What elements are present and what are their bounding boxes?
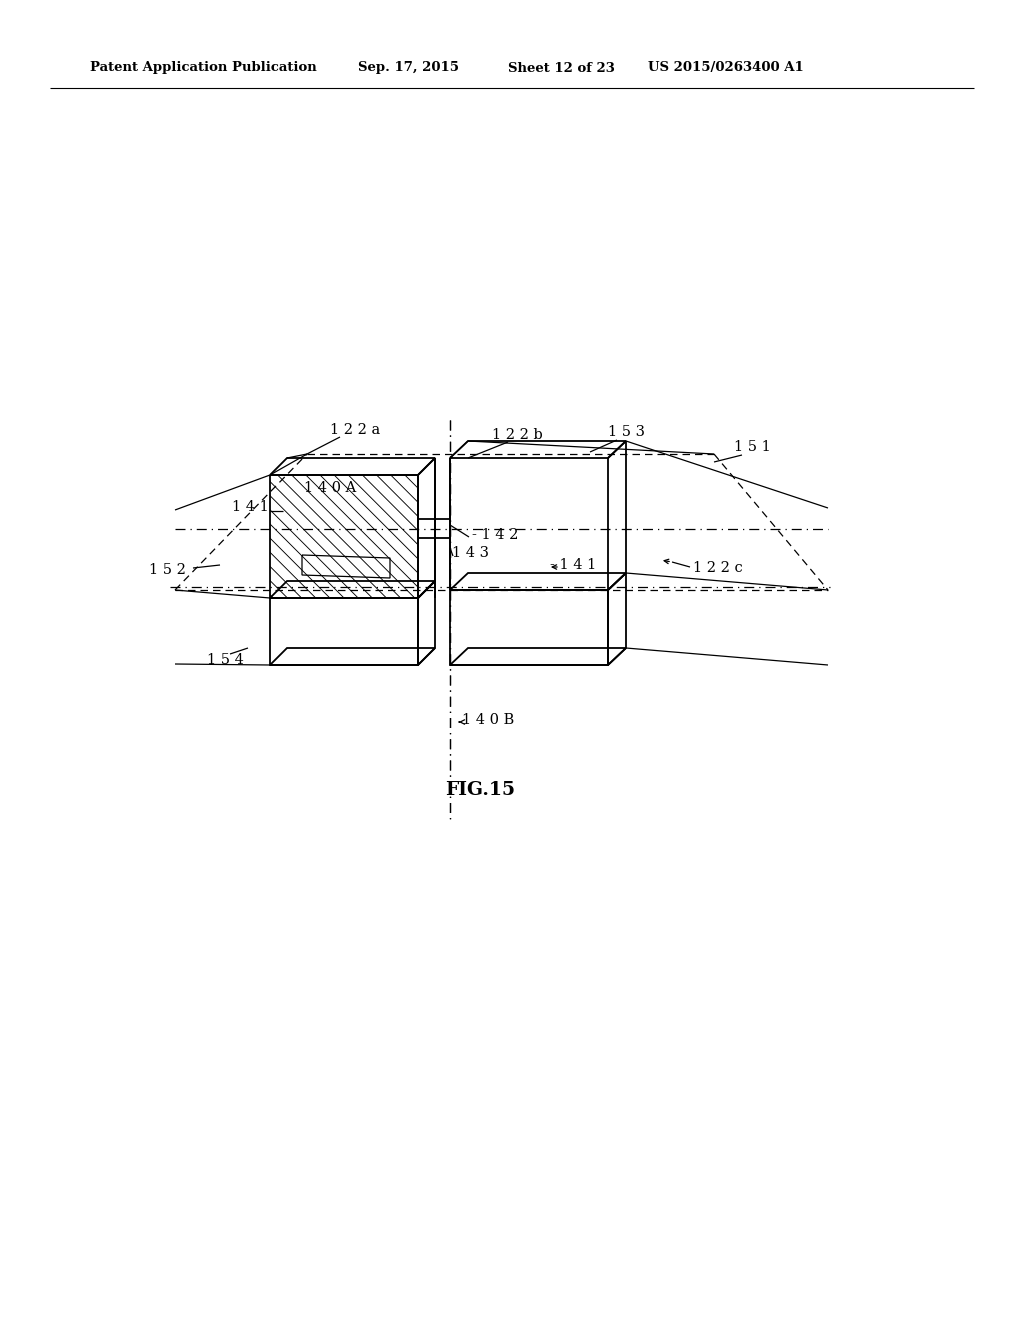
- Polygon shape: [270, 458, 435, 475]
- Text: 1 4 1: 1 4 1: [231, 500, 268, 513]
- Polygon shape: [608, 573, 626, 665]
- Text: 1 5 1: 1 5 1: [733, 440, 770, 454]
- Text: 1 2 2 b: 1 2 2 b: [492, 428, 543, 442]
- Text: 1 5 4: 1 5 4: [207, 653, 244, 667]
- Text: 1 5 3: 1 5 3: [607, 425, 644, 440]
- Text: 1 4 0 A: 1 4 0 A: [304, 480, 356, 495]
- Text: US 2015/0263400 A1: US 2015/0263400 A1: [648, 62, 804, 74]
- Polygon shape: [450, 441, 626, 458]
- Text: 1 4 0 B: 1 4 0 B: [462, 713, 514, 727]
- Text: - 1 4 1: - 1 4 1: [550, 558, 596, 572]
- Text: 1 2 2 c: 1 2 2 c: [693, 561, 742, 576]
- Text: Sep. 17, 2015: Sep. 17, 2015: [358, 62, 459, 74]
- Text: 1 5 2: 1 5 2: [148, 564, 185, 577]
- Polygon shape: [270, 648, 435, 665]
- Text: 1 2 2 a: 1 2 2 a: [330, 422, 380, 437]
- Text: Sheet 12 of 23: Sheet 12 of 23: [508, 62, 614, 74]
- Polygon shape: [450, 458, 608, 590]
- Polygon shape: [270, 598, 418, 665]
- Polygon shape: [450, 590, 608, 665]
- Text: 1 4 3: 1 4 3: [452, 546, 489, 560]
- Polygon shape: [608, 441, 626, 590]
- Polygon shape: [270, 475, 418, 598]
- Polygon shape: [418, 581, 435, 665]
- Text: Patent Application Publication: Patent Application Publication: [90, 62, 316, 74]
- Polygon shape: [450, 648, 626, 665]
- Text: - 1 4 2: - 1 4 2: [472, 528, 518, 543]
- Text: FIG.15: FIG.15: [445, 781, 515, 799]
- Polygon shape: [418, 458, 435, 598]
